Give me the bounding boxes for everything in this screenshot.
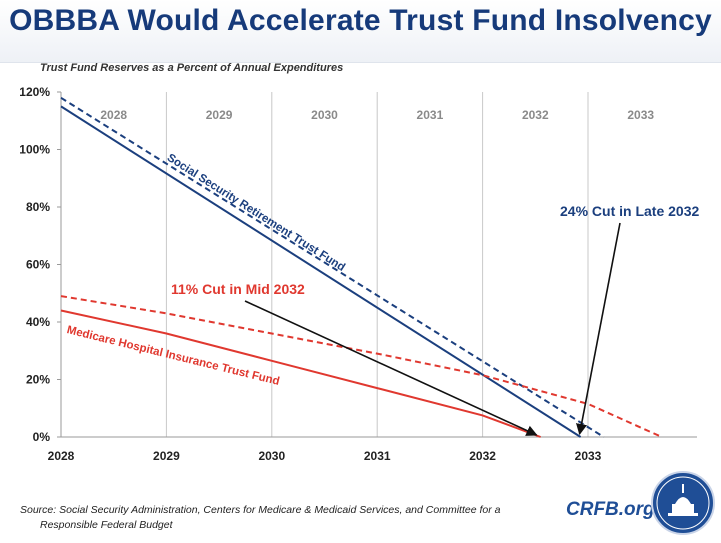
year-band-label: 2031 bbox=[417, 108, 444, 122]
year-band-label: 2032 bbox=[522, 108, 549, 122]
y-tick-label: 120% bbox=[19, 85, 50, 99]
y-tick-label: 20% bbox=[26, 373, 50, 387]
annotation-mid-2032: 11% Cut in Mid 2032 bbox=[171, 281, 305, 297]
y-tick-label: 100% bbox=[19, 143, 50, 157]
x-tick-label: 2033 bbox=[575, 449, 602, 463]
chart-title: OBBBA Would Accelerate Trust Fund Insolv… bbox=[9, 4, 712, 37]
series-line-1 bbox=[60, 96, 605, 438]
source-line-1: Source: Social Security Administration, … bbox=[20, 504, 501, 516]
series-line-2 bbox=[60, 309, 541, 438]
series-line-3 bbox=[60, 295, 663, 438]
ss-series-label: Social Security Retirement Trust Fund bbox=[165, 152, 347, 274]
x-tick-label: 2029 bbox=[153, 449, 180, 463]
source-note: Source: Social Security Administration, … bbox=[20, 503, 540, 533]
y-tick-label: 60% bbox=[26, 258, 50, 272]
chart-subtitle: Trust Fund Reserves as a Percent of Annu… bbox=[40, 62, 344, 74]
source-line-2: Responsible Federal Budget bbox=[40, 519, 173, 531]
annotation-arrow-late-2032 bbox=[576, 222, 621, 436]
year-band-label: 2033 bbox=[627, 108, 654, 122]
y-tick-label: 40% bbox=[26, 315, 50, 329]
title-bar bbox=[0, 0, 721, 63]
x-tick-label: 2032 bbox=[469, 449, 496, 463]
medicare-series-label: Medicare Hospital Insurance Trust Fund bbox=[66, 324, 281, 388]
y-tick-label: 0% bbox=[33, 430, 51, 444]
capitol-seal-icon bbox=[651, 471, 715, 535]
x-tick-label: 2031 bbox=[364, 449, 391, 463]
year-band-label: 2030 bbox=[311, 108, 338, 122]
annotation-arrow-mid-2032 bbox=[244, 300, 538, 436]
year-band-label: 2028 bbox=[100, 108, 127, 122]
annotation-late-2032: 24% Cut in Late 2032 bbox=[560, 203, 699, 219]
year-band-label: 2029 bbox=[206, 108, 233, 122]
crfb-brand[interactable]: CRFB.org bbox=[566, 499, 655, 520]
x-tick-label: 2030 bbox=[258, 449, 285, 463]
y-tick-label: 80% bbox=[26, 200, 50, 214]
series-line-0 bbox=[60, 105, 582, 438]
x-tick-label: 2028 bbox=[48, 449, 75, 463]
